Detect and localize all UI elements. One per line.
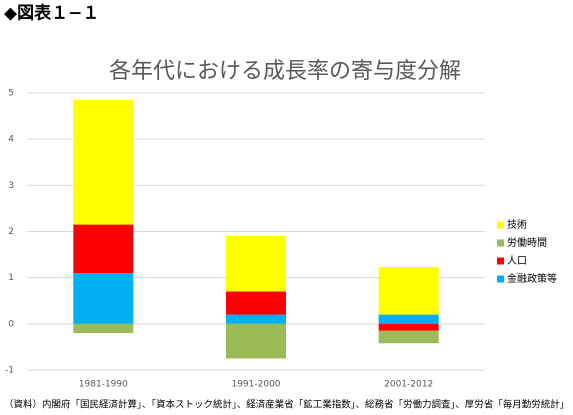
legend-swatch <box>497 221 504 229</box>
header: ◆図表１−１ <box>4 3 99 24</box>
y-tick-label: 0 <box>8 319 14 329</box>
bar-segment <box>226 323 286 359</box>
legend-label: 人口 <box>507 255 527 267</box>
legend-label: 技術 <box>507 218 527 231</box>
bar-segment <box>378 267 439 315</box>
y-tick-label: 3 <box>8 181 14 191</box>
bar-segment <box>378 330 439 344</box>
bar-segment <box>378 314 439 324</box>
y-tick-label: 4 <box>8 135 14 145</box>
bar-segment <box>226 314 286 324</box>
bar-segment <box>226 236 286 292</box>
source-note: （資料）内閣府「国民経済計算」、「資本ストック統計」、経済産業省「鉱工業指数」、… <box>4 399 569 411</box>
legend-swatch <box>497 257 504 265</box>
x-tick-label: 2001-2012 <box>384 380 433 390</box>
y-tick-label: 1 <box>8 273 14 283</box>
legend-label: 金融政策等 <box>507 272 557 285</box>
x-tick-label: 1981-1990 <box>79 380 128 390</box>
bar-segment <box>73 323 134 334</box>
bar-segment <box>73 273 134 324</box>
legend-swatch <box>497 239 504 247</box>
y-tick-label: -1 <box>5 366 14 376</box>
chart-title: 各年代における成長率の寄与度分解 <box>109 59 461 84</box>
bar-segment <box>73 224 134 274</box>
legend-swatch <box>497 275 504 283</box>
bar-segment <box>73 99 134 225</box>
x-tick-label: 1991-2000 <box>231 380 280 390</box>
y-tick-label: 2 <box>8 227 14 237</box>
legend-label: 労働時間 <box>507 236 547 249</box>
bar-segment <box>378 323 439 331</box>
y-tick-label: 5 <box>8 89 14 99</box>
bar-segment <box>226 291 286 315</box>
